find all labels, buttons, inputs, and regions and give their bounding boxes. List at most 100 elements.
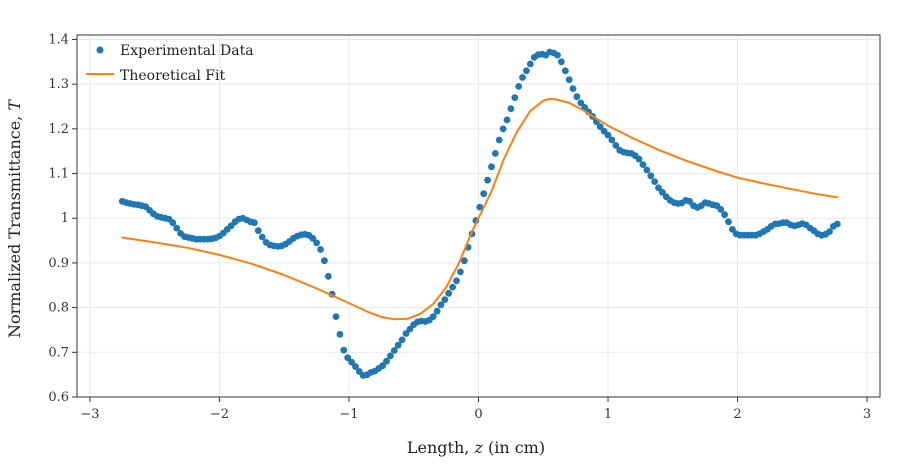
legend: Experimental Data Theoretical Fit (86, 43, 254, 84)
x-axis-ticks: −3 −2 −1 0 1 2 3 (80, 397, 871, 422)
experimental-data-point (352, 363, 359, 370)
experimental-data-point (332, 313, 340, 320)
legend-label-theoretical: Theoretical Fit (120, 68, 225, 84)
x-axis-title: Length, z (in cm) (407, 438, 545, 457)
experimental-data-point (721, 211, 728, 219)
experimental-data-point (554, 51, 561, 59)
y-tick-label: 1.1 (48, 167, 69, 182)
experimental-data-point (639, 161, 647, 169)
experimental-data-point (313, 239, 320, 247)
experimental-data-point (573, 93, 581, 101)
experimental-data-point (729, 226, 736, 233)
experimental-data-point (449, 283, 456, 291)
experimental-data-point (647, 172, 655, 180)
experimental-data-point (445, 289, 453, 297)
y-axis-title: Normalized Transmittance, T (5, 99, 24, 338)
experimental-data-point (348, 358, 355, 366)
experimental-data-point (655, 184, 662, 192)
experimental-data-point (659, 188, 666, 196)
experimental-data-point (643, 166, 651, 174)
y-tick-label: 1.3 (48, 77, 69, 92)
experimental-data-point (437, 301, 445, 309)
experimental-data-point (379, 362, 387, 370)
experimental-data-point (725, 218, 732, 226)
experimental-data-point (480, 190, 488, 198)
experimental-data-point (577, 99, 585, 107)
experimental-data-point (507, 105, 515, 113)
experimental-data-point (608, 136, 616, 144)
experimental-data-point (569, 85, 577, 92)
experimental-data-point (503, 116, 511, 124)
experimental-data-point (491, 150, 499, 157)
experimental-data-point (460, 257, 468, 265)
experimental-data-point (523, 67, 530, 75)
experimental-data-point (254, 227, 262, 235)
experimental-data-point (321, 257, 328, 265)
y-tick-label: 0.9 (48, 256, 69, 271)
experimental-data-point (433, 307, 441, 315)
experimental-data-point (324, 272, 332, 280)
experimental-data-point (651, 178, 658, 186)
experimental-data-point (526, 60, 534, 68)
y-tick-label: 1.2 (48, 122, 69, 137)
experimental-data-point (387, 352, 394, 360)
experimental-data-point (173, 224, 181, 232)
experimental-data-point (565, 76, 573, 84)
theoretical-fit-line (121, 97, 839, 321)
grid-lines (77, 35, 880, 398)
experimental-data-point (406, 325, 414, 333)
y-tick-label: 0.6 (48, 390, 69, 405)
experimental-data-point (402, 330, 410, 337)
experimental-data-point (476, 203, 484, 211)
experimental-data-point (596, 123, 604, 130)
x-tick-label: 1 (604, 407, 612, 422)
experimental-data-point (686, 197, 693, 205)
y-tick-label: 0.7 (48, 345, 69, 360)
experimental-data-point (398, 336, 406, 344)
experimental-data-point (169, 219, 177, 227)
experimental-data-point (429, 313, 437, 320)
experimental-data-point (488, 163, 495, 171)
experimental-data-point (826, 228, 833, 236)
experimental-data-point (394, 341, 402, 349)
experimental-data-point (833, 220, 841, 228)
experimental-data-point (484, 176, 491, 184)
y-axis-ticks: 0.6 0.7 0.8 0.9 1 1.1 1.2 1.3 1.4 (48, 32, 77, 405)
experimental-data-point (453, 277, 460, 285)
experimental-data-point (344, 354, 352, 362)
y-tick-label: 1.4 (48, 32, 69, 47)
experimental-data-point (561, 67, 569, 75)
experimental-data-point (495, 136, 503, 144)
experimental-data-point (383, 357, 390, 365)
experimental-data-point (441, 296, 449, 303)
experimental-data-point (558, 58, 565, 66)
experimental-data-point (457, 268, 464, 276)
y-tick-label: 1 (61, 211, 69, 226)
experimental-data-point (390, 347, 398, 354)
experimental-data-point (511, 94, 519, 101)
x-tick-label: −2 (210, 407, 229, 422)
experimental-data-point (717, 205, 725, 213)
experimental-data-point (340, 346, 348, 354)
y-tick-label: 0.8 (48, 301, 69, 316)
experimental-data-point (635, 155, 643, 163)
experimental-data-point (317, 246, 324, 253)
x-tick-label: −3 (80, 407, 99, 422)
experimental-data-point (499, 125, 507, 133)
experimental-data-point (251, 219, 258, 227)
legend-label-experimental: Experimental Data (120, 43, 254, 59)
experimental-data-point (336, 331, 344, 338)
x-tick-label: 3 (863, 407, 871, 422)
x-tick-label: −1 (339, 407, 358, 422)
experimental-data-point (604, 131, 612, 139)
x-tick-label: 0 (474, 407, 482, 422)
experimental-data-point (515, 83, 523, 90)
x-tick-label: 2 (733, 407, 741, 422)
experimental-data-point (519, 74, 526, 81)
experimental-data-point (309, 234, 317, 242)
experimental-data-point (258, 233, 266, 241)
legend-marker-experimental (96, 46, 104, 54)
plot-series (118, 48, 841, 379)
experimental-data-point (612, 142, 620, 149)
